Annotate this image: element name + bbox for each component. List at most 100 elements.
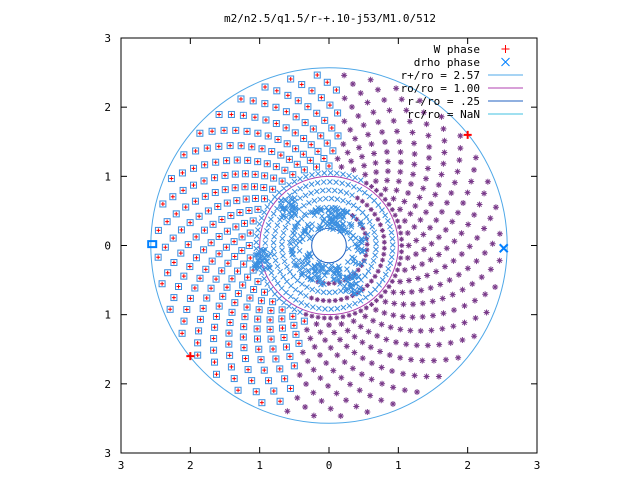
w-phase-point [259, 357, 264, 362]
phase-point-overlap [473, 258, 480, 265]
phase-point-overlap [461, 319, 468, 326]
phase-point-overlap [389, 278, 395, 284]
w-phase-point [299, 82, 304, 87]
phase-point-overlap [471, 297, 478, 304]
phase-point-overlap [374, 86, 381, 93]
drho-phase-point [251, 183, 259, 191]
phase-point-overlap [357, 90, 364, 97]
phase-point-overlap [397, 354, 404, 361]
drho-phase-point [177, 249, 185, 257]
drho-phase-point [254, 158, 262, 166]
phase-point-overlap [327, 405, 334, 412]
phase-point-overlap [338, 163, 345, 170]
drho-phase-point [352, 300, 358, 307]
drho-phase-point [260, 184, 268, 192]
w-phase-point [233, 172, 238, 177]
drho-phase-point [257, 297, 265, 305]
drho-phase-point [234, 386, 242, 394]
w-phase-point [192, 286, 197, 291]
phase-point-overlap [307, 335, 314, 342]
phase-point-overlap [364, 241, 370, 247]
drho-phase-point [289, 171, 297, 179]
phase-point-overlap [364, 99, 371, 106]
drho-phase-point [274, 135, 282, 143]
w-phase-point [176, 284, 181, 289]
phase-point-overlap [406, 118, 413, 125]
drho-phase-point [328, 195, 335, 202]
phase-point-overlap [381, 139, 388, 146]
drho-phase-point [192, 254, 200, 262]
x-tick-label: 2 [187, 459, 194, 472]
drho-phase-point [310, 304, 316, 310]
drho-phase-point [221, 186, 229, 194]
phase-point-overlap [348, 158, 355, 165]
drho-phase-point [305, 269, 312, 276]
w-phase-point [245, 129, 250, 134]
drho-phase-point [231, 299, 239, 307]
drho-phase-point [169, 234, 177, 242]
phase-point-overlap [454, 168, 461, 175]
phase-point-overlap [359, 153, 366, 160]
w-phase-point [169, 176, 174, 181]
drho-phase-point [240, 219, 248, 227]
w-phase-point [243, 171, 248, 176]
phase-point-overlap [377, 348, 383, 355]
w-phase-point [219, 217, 224, 222]
phase-point-overlap [416, 194, 423, 201]
drho-phase-point [282, 124, 290, 132]
drho-phase-point [254, 315, 262, 323]
drho-phase-point [319, 265, 326, 271]
drho-phase-point [343, 286, 350, 293]
drho-phase-point [309, 221, 316, 227]
phase-point-overlap [314, 297, 320, 303]
phase-point-overlap [358, 371, 365, 378]
drho-phase-point [293, 242, 300, 249]
phase-point-overlap [435, 234, 442, 241]
drho-phase-point [300, 134, 308, 142]
drho-phase-point [260, 366, 268, 374]
drho-phase-point [272, 120, 280, 128]
drho-phase-point [230, 238, 238, 246]
phase-point-overlap [310, 389, 317, 396]
w-phase-point [251, 218, 256, 223]
phase-point-overlap [365, 328, 372, 335]
drho-phase-point [178, 329, 186, 337]
phase-point-overlap [408, 288, 415, 295]
w-phase-point [266, 133, 271, 138]
drho-phase-point [306, 250, 313, 257]
w-phase-point [224, 245, 229, 250]
drho-phase-point [212, 158, 220, 166]
drho-phase-point [276, 189, 283, 196]
drho-phase-point [215, 142, 223, 150]
phase-point-overlap [459, 337, 466, 344]
phase-point-overlap [432, 191, 439, 198]
drho-phase-point [245, 242, 253, 249]
drho-phase-point [276, 397, 284, 405]
phase-point-overlap [365, 131, 372, 138]
w-phase-point [226, 331, 231, 336]
drho-phase-point [308, 181, 315, 188]
drho-phase-point [288, 214, 295, 221]
w-phase-point [210, 259, 215, 264]
drho-phase-point [333, 170, 340, 177]
phase-point-overlap [420, 185, 427, 192]
phase-point-overlap [465, 221, 472, 228]
drho-phase-point [182, 203, 190, 211]
w-phase-point [241, 345, 246, 350]
drho-phase-point [273, 87, 281, 95]
drho-phase-point [298, 81, 306, 89]
drho-phase-point [255, 345, 263, 353]
drho-phase-point [249, 217, 257, 225]
w-phase-point [273, 105, 278, 110]
phase-point-overlap [334, 155, 341, 162]
w-phase-point [165, 270, 170, 275]
w-phase-point [229, 276, 234, 281]
circle-line [311, 227, 347, 264]
drho-phase-point [326, 289, 333, 296]
phase-point-overlap [417, 327, 424, 334]
phase-point-overlap [384, 158, 391, 165]
phase-point-overlap [412, 251, 419, 258]
w-phase-point [262, 196, 267, 201]
phase-point-overlap [368, 207, 374, 213]
drho-phase-point [264, 281, 271, 287]
